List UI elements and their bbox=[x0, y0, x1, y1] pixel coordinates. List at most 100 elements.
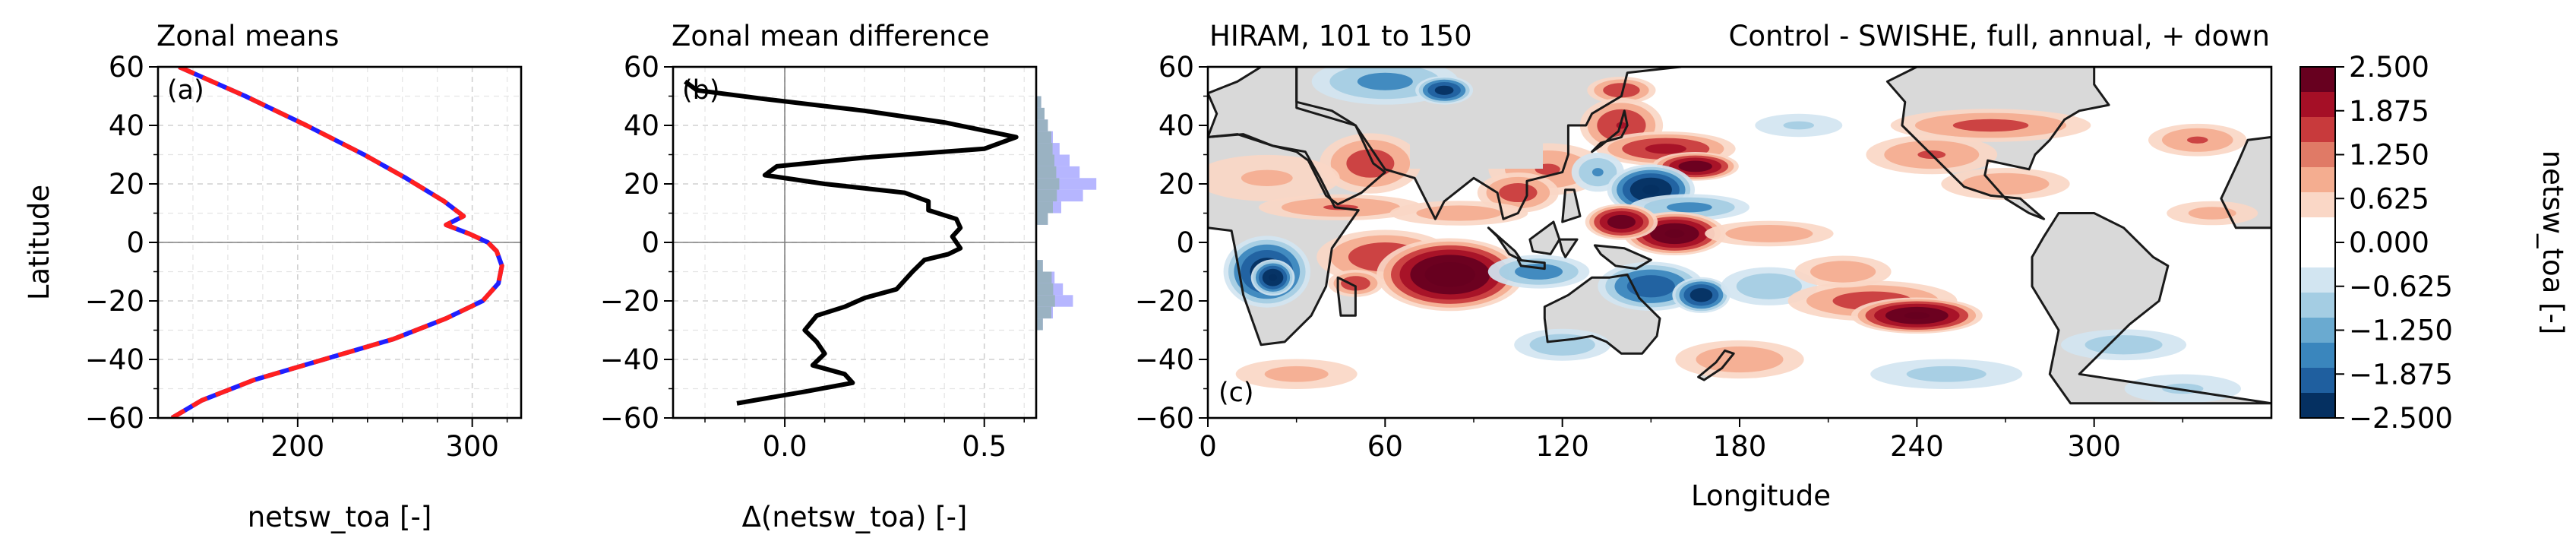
colorbar-tick-label-2: 1.250 bbox=[2349, 139, 2429, 172]
anomaly-blob-2-level-2 bbox=[1357, 72, 1413, 90]
panel-c-tag: (c) bbox=[1218, 378, 1254, 408]
histogram-overlap-15 bbox=[1036, 306, 1051, 319]
colorbar-tick-label-3: 0.625 bbox=[2349, 182, 2429, 215]
panel-a-tag: (a) bbox=[167, 75, 204, 106]
histogram-overlap-12 bbox=[1036, 271, 1052, 283]
ytick-label-40: 40 bbox=[109, 109, 144, 142]
ytick-label-0: 0 bbox=[1176, 226, 1194, 259]
land-mass-8 bbox=[1529, 222, 1560, 255]
panel-c-title-left: HIRAM, 101 to 150 bbox=[1209, 20, 1472, 52]
ytick-label-60: 60 bbox=[624, 51, 659, 84]
panel-a-xlabel: netsw_toa [-] bbox=[248, 501, 432, 533]
panel-a: −60 −40 −20 0 20 40 60 200 300 Zonal means (a) L… bbox=[23, 20, 523, 533]
colorbar-tick-label-0: 2.500 bbox=[2349, 51, 2429, 84]
panel-b-xlabel: Δ(netsw_toa) [-] bbox=[742, 501, 968, 533]
coastline-13 bbox=[1697, 349, 1735, 381]
anomaly-blob-41-level-1 bbox=[1783, 121, 1815, 130]
histogram-overlap-0 bbox=[1036, 96, 1041, 108]
anomaly-blob-33-level-1 bbox=[1241, 169, 1293, 186]
panel-c: −60 −40 −20 0 20 40 60 0 60 120 180 240 300 HIRAM, 1… bbox=[1135, 20, 2273, 512]
coastline-8 bbox=[1528, 220, 1561, 255]
anomaly-blob-1-level-5 bbox=[1269, 274, 1278, 281]
histogram-overlap-7 bbox=[1036, 178, 1060, 190]
colorbar-band-4 bbox=[2300, 167, 2335, 193]
xtick-label-0: 0.0 bbox=[763, 430, 808, 463]
coastline-5 bbox=[1543, 273, 1661, 355]
histogram-overlap-1 bbox=[1036, 107, 1045, 120]
ytick-label-0: 0 bbox=[126, 226, 144, 259]
panel-a-title: Zonal means bbox=[156, 20, 339, 52]
anomaly-blob-22-level-2 bbox=[1515, 264, 1563, 280]
anomaly-blob-10-level-2 bbox=[1346, 149, 1395, 178]
ytick-label-40: 40 bbox=[1158, 109, 1194, 142]
colorbar-tick-label-7: −1.875 bbox=[2349, 358, 2453, 391]
panel-a-ylabel: Latitude bbox=[23, 185, 55, 300]
colorbar-tick-label-1: 1.875 bbox=[2349, 95, 2429, 128]
anomaly-blob-32-level-2 bbox=[2186, 136, 2208, 144]
panel-c-xlabel: Longitude bbox=[1691, 479, 1831, 512]
ytick-label-20: 20 bbox=[624, 168, 659, 201]
histogram-overlap-3 bbox=[1036, 131, 1051, 144]
panel-b-tag: (b) bbox=[682, 75, 720, 106]
ytick-label--60: −60 bbox=[600, 402, 659, 435]
colorbar-tick-label-5: −0.625 bbox=[2349, 271, 2453, 303]
anomaly-blob-40-level-1 bbox=[2188, 207, 2236, 220]
xtick-label-240: 240 bbox=[1890, 430, 1944, 463]
anomaly-blob-16-level-5 bbox=[1664, 229, 1685, 238]
panel-b-difference-line bbox=[684, 79, 1019, 406]
histogram-overlap-11 bbox=[1036, 260, 1043, 272]
anomaly-blob-3-level-4 bbox=[1434, 85, 1454, 95]
colorbar-band-11 bbox=[2300, 343, 2335, 369]
panel-a-grid bbox=[158, 67, 521, 418]
ytick-label-0: 0 bbox=[641, 226, 659, 259]
colorbar-label: netsw_toa [-] bbox=[2536, 150, 2569, 335]
histogram-overlap-2 bbox=[1036, 119, 1048, 131]
map-field bbox=[1208, 67, 2258, 404]
coastline-4 bbox=[1336, 276, 1357, 317]
anomaly-blob-28-level-1 bbox=[1810, 261, 1876, 283]
ytick-label--40: −40 bbox=[600, 343, 659, 376]
anomaly-blob-17-level-4 bbox=[1607, 214, 1636, 229]
ytick-label--60: −60 bbox=[85, 402, 144, 435]
coastline-3 bbox=[1295, 67, 1682, 220]
xtick-label-0: 0 bbox=[1199, 430, 1217, 463]
colorbar-tick-label-8: −2.500 bbox=[2349, 402, 2453, 435]
panel-c-title-right: Control - SWISHE, full, annual, + down bbox=[1729, 20, 2270, 52]
anomaly-blob-15-level-2 bbox=[1666, 202, 1712, 213]
panel-b-ticks: −60 −40 −20 0 20 40 60 0.0 0.5 bbox=[600, 51, 1025, 463]
anomaly-blob-36-level-1 bbox=[1906, 366, 1987, 382]
anomaly-blob-20-level-5 bbox=[1424, 261, 1476, 287]
anomaly-blob-7-level-4 bbox=[1678, 160, 1712, 172]
histogram-overlap-14 bbox=[1036, 295, 1055, 307]
panel-b-title: Zonal mean difference bbox=[672, 20, 990, 52]
xtick-label-200: 200 bbox=[271, 430, 325, 463]
histogram-overlap-10 bbox=[1036, 213, 1048, 225]
anomaly-blob-31-level-1 bbox=[1961, 172, 2050, 195]
ytick-label--20: −20 bbox=[1135, 285, 1194, 318]
xtick-label-0.5: 0.5 bbox=[962, 430, 1007, 463]
xtick-label-60: 60 bbox=[1367, 430, 1403, 463]
anomaly-blob-4-level-2 bbox=[1603, 83, 1640, 98]
colorbar-band-8 bbox=[2300, 267, 2335, 293]
histogram-overlap-8 bbox=[1036, 189, 1057, 202]
histogram-overlap-13 bbox=[1036, 283, 1054, 296]
ytick-label-60: 60 bbox=[109, 51, 144, 84]
anomaly-blob-14-level-5 bbox=[1642, 185, 1660, 195]
panel-a-series bbox=[170, 67, 504, 418]
map-plateau-mask bbox=[1410, 116, 1543, 169]
histogram-overlap-9 bbox=[1036, 201, 1053, 214]
colorbar-band-6 bbox=[2300, 217, 2335, 243]
anomaly-blob-21-level-2 bbox=[1341, 276, 1370, 291]
ytick-label-40: 40 bbox=[624, 109, 659, 142]
anomaly-blob-24-level-4 bbox=[1689, 288, 1713, 302]
coastline-10 bbox=[1593, 244, 1652, 271]
colorbar-band-9 bbox=[2300, 293, 2335, 318]
panel-a-series-line-1 bbox=[170, 67, 504, 418]
ytick-label--20: −20 bbox=[85, 285, 144, 318]
anomaly-blob-12-level-1 bbox=[1416, 205, 1502, 221]
panel-a-ticks: −60 −40 −20 0 20 40 60 200 300 bbox=[85, 51, 508, 463]
histogram-overlap-6 bbox=[1036, 166, 1057, 179]
xtick-label-120: 120 bbox=[1535, 430, 1589, 463]
coastline-12 bbox=[1561, 188, 1582, 223]
